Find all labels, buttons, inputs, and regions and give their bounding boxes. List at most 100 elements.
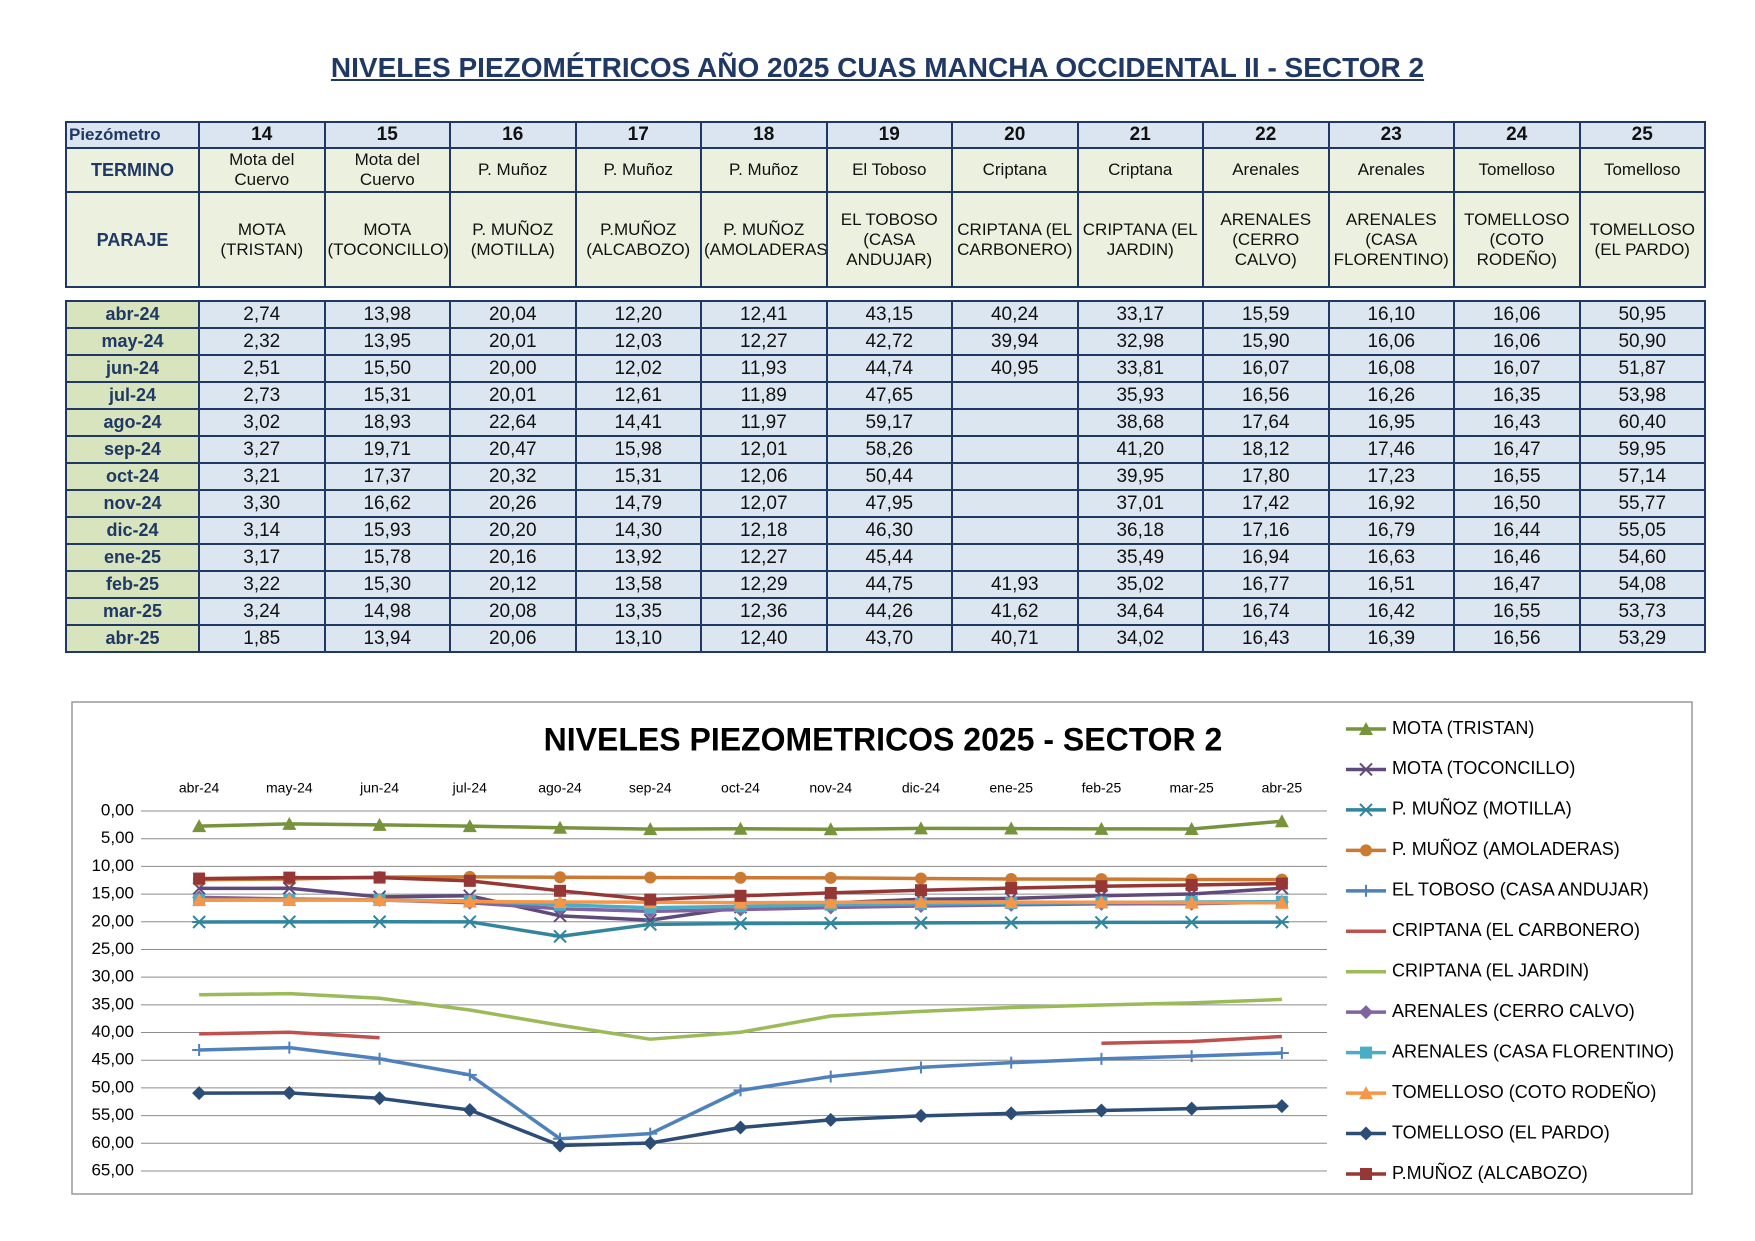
data-point <box>643 822 658 836</box>
data-point <box>1005 882 1018 895</box>
value-cell: 12,03 <box>574 327 702 356</box>
value-cell: 18,12 <box>1202 435 1330 464</box>
header-cell: 14 <box>198 121 326 149</box>
value-cell: 12,20 <box>574 300 702 329</box>
data-point <box>824 871 837 884</box>
value-cell: 34,64 <box>1076 597 1204 626</box>
legend-label: EL TOBOSO (CASA ANDUJAR) <box>1392 880 1649 900</box>
data-point <box>283 871 296 884</box>
date-cell: sep-24 <box>65 435 200 464</box>
value-cell: 12,40 <box>700 624 828 653</box>
header-cell: P. MUÑOZ (AMOLADERAS) <box>700 191 828 288</box>
value-cell: 44,75 <box>825 570 953 599</box>
date-cell: jul-24 <box>65 381 200 410</box>
data-point <box>553 909 567 923</box>
data-point <box>1184 821 1199 835</box>
value-cell: 16,77 <box>1202 570 1330 599</box>
data-point <box>462 894 477 908</box>
header-cell: 23 <box>1327 121 1455 149</box>
data-point <box>554 884 567 897</box>
header-cell: MOTA (TOCONCILLO) <box>323 191 451 288</box>
data-point <box>1275 877 1288 890</box>
value-cell <box>951 381 1079 410</box>
data-point <box>733 916 748 931</box>
value-cell: 13,98 <box>323 300 451 329</box>
data-point <box>373 871 386 884</box>
data-point <box>823 916 838 930</box>
value-cell: 59,95 <box>1578 435 1706 464</box>
header-cell: Arenales <box>1202 147 1330 193</box>
value-cell: 33,17 <box>1076 300 1204 329</box>
data-row: ago-24 3,02 18,93 22,64 14,41 11,97 59,17 38,68… <box>65 408 1706 437</box>
value-cell: 3,24 <box>198 597 326 626</box>
data-point <box>913 916 928 930</box>
header-cell: 18 <box>700 121 828 149</box>
data-point <box>554 871 567 884</box>
value-cell: 37,01 <box>1076 489 1204 518</box>
y-tick-label: 0,00 <box>101 800 134 819</box>
legend-marker <box>1360 844 1372 857</box>
value-cell: 16,06 <box>1453 327 1581 356</box>
data-point <box>1184 1101 1199 1116</box>
value-cell: 47,95 <box>825 489 953 518</box>
data-point <box>463 874 476 887</box>
value-cell <box>951 408 1079 437</box>
header-cell: P.MUÑOZ (ALCABOZO) <box>574 191 702 288</box>
value-cell: 53,29 <box>1578 624 1706 653</box>
x-tick-label: abr-25 <box>1262 780 1303 796</box>
value-cell: 14,98 <box>323 597 451 626</box>
value-cell: 2,74 <box>198 300 326 329</box>
header-cell: 25 <box>1578 121 1706 149</box>
data-row: oct-24 3,21 17,37 20,32 15,31 12,06 50,44 39,95… <box>65 462 1706 491</box>
value-cell: 16,79 <box>1327 516 1455 545</box>
legend-label: ARENALES (CASA FLORENTINO) <box>1392 1041 1674 1061</box>
table-body: abr-24 2,74 13,98 20,04 12,20 12,41 43,15 40,24… <box>65 300 1706 653</box>
data-point-stroke <box>553 909 567 923</box>
data-point <box>914 872 927 885</box>
value-cell: 15,50 <box>323 354 451 383</box>
value-cell <box>951 543 1079 572</box>
value-cell: 35,93 <box>1076 381 1204 410</box>
value-cell: 34,02 <box>1076 624 1204 653</box>
value-cell: 20,12 <box>449 570 577 599</box>
value-cell: 17,16 <box>1202 516 1330 545</box>
data-row: feb-25 3,22 15,30 20,12 13,58 12,29 44,75 41,93… <box>65 570 1706 599</box>
data-point <box>462 819 477 833</box>
data-point <box>553 894 568 908</box>
value-cell: 3,02 <box>198 408 326 437</box>
value-cell: 16,42 <box>1327 597 1455 626</box>
value-cell: 16,63 <box>1327 543 1455 572</box>
value-cell: 2,51 <box>198 354 326 383</box>
data-point <box>282 892 297 906</box>
data-point <box>192 819 207 833</box>
x-tick-label: jun-24 <box>359 780 399 796</box>
legend-label: CRIPTANA (EL CARBONERO) <box>1392 920 1640 940</box>
value-cell: 14,41 <box>574 408 702 437</box>
data-point <box>1094 1103 1109 1118</box>
value-cell: 54,08 <box>1578 570 1706 599</box>
value-cell: 2,32 <box>198 327 326 356</box>
value-cell: 59,17 <box>825 408 953 437</box>
value-cell: 41,93 <box>951 570 1079 599</box>
data-point <box>824 886 837 899</box>
date-cell: ago-24 <box>65 408 200 437</box>
data-point <box>733 895 748 909</box>
value-cell: 11,89 <box>700 381 828 410</box>
data-point-stroke <box>282 881 297 895</box>
data-row: abr-24 2,74 13,98 20,04 12,20 12,41 43,15 40,24… <box>65 300 1706 329</box>
data-point <box>1005 872 1018 885</box>
data-point <box>823 822 838 836</box>
value-cell: 53,98 <box>1578 381 1706 410</box>
data-point <box>1004 895 1019 909</box>
data-point <box>553 1138 568 1153</box>
header-cell: Tomelloso <box>1578 147 1706 193</box>
value-cell: 43,15 <box>825 300 953 329</box>
date-cell: nov-24 <box>65 489 200 518</box>
legend-marker <box>1359 884 1373 897</box>
value-cell: 16,10 <box>1327 300 1455 329</box>
header-cell: 16 <box>449 121 577 149</box>
value-cell: 39,94 <box>951 327 1079 356</box>
date-cell: abr-25 <box>65 624 200 653</box>
header-cell: TOMELLOSO (EL PARDO) <box>1578 191 1706 288</box>
data-row: dic-24 3,14 15,93 20,20 14,30 12,18 46,30 36,18… <box>65 516 1706 545</box>
